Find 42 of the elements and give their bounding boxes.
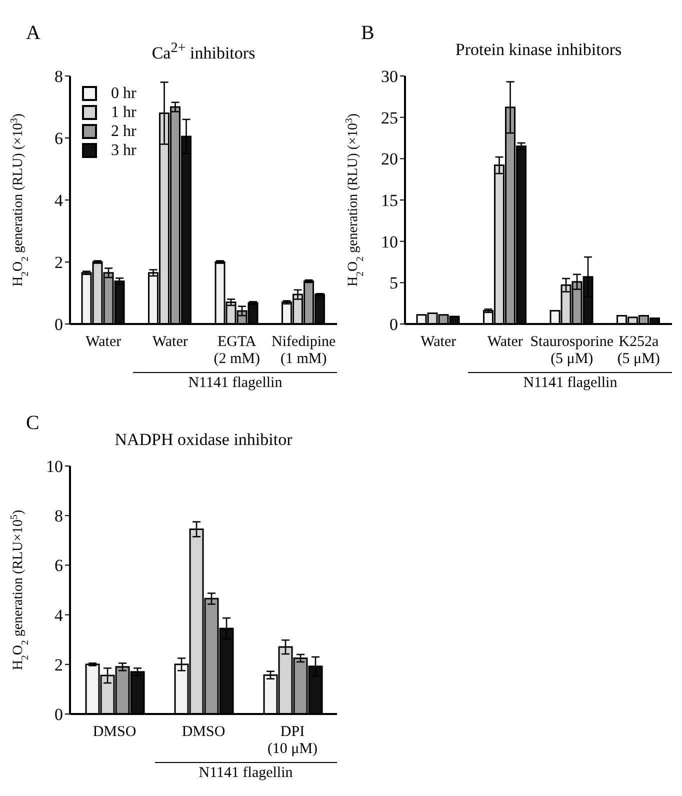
legend-label: 1 hr (111, 104, 136, 122)
text: A (26, 22, 40, 45)
text: N1141 flagellin (522, 375, 618, 392)
x-tick-label: DMSO (92, 724, 136, 740)
y-tick-label: 5 (390, 274, 398, 293)
y-tick-label: 2 (54, 253, 63, 272)
y-tick-label: 4 (54, 191, 64, 210)
text: N1141 flagellin (198, 765, 294, 782)
x-tick-label: DMSO (182, 724, 226, 740)
y-tick-label: 8 (54, 67, 63, 86)
chart-title: Ca$^{2+}$ inhibitors (150, 40, 256, 64)
y-tick-label: 6 (54, 556, 63, 576)
x-tick-label: DPI (10 μM) (267, 724, 318, 757)
y-tick-label: 2 (54, 655, 63, 674)
x-tick-label: Water (487, 334, 523, 350)
y-tick-label: 4 (54, 606, 64, 625)
x-tick-label: EGTA (2 mM) (214, 334, 260, 367)
y-tick-label: 8 (54, 506, 63, 526)
y-tick-label: 20 (381, 150, 398, 169)
x-tick-label: Nifedipine (1 mM) (272, 334, 336, 367)
y-tick-label: 10 (381, 232, 398, 252)
y-tick-label: 15 (381, 191, 398, 210)
x-tick-label: Water (152, 334, 188, 350)
x-tick-label: Staurosporine (5 μM) (530, 334, 614, 367)
legend-label: 2 hr (111, 122, 136, 140)
text: C (26, 412, 40, 435)
text: N1141 flagellin (187, 375, 284, 392)
y-tick-label: 0 (54, 705, 63, 724)
chart-title: Protein kinase inhibitors (454, 40, 623, 60)
x-tick-label: Water (86, 334, 122, 350)
chart-title: NADPH oxidase inhibitor (114, 430, 294, 450)
y-tick-label: 10 (46, 457, 63, 476)
text: B (361, 22, 374, 45)
legend-label: 3 hr (111, 142, 136, 160)
x-tick-label: Water (420, 334, 456, 350)
y-tick-label: 30 (381, 67, 398, 86)
y-tick-label: 0 (390, 315, 398, 334)
y-tick-label: 25 (381, 108, 398, 128)
y-tick-label: 6 (54, 129, 63, 148)
legend-label: 0 hr (111, 84, 136, 102)
y-tick-label: 0 (54, 315, 63, 334)
x-tick-label: K252a (5 μM) (617, 334, 660, 367)
